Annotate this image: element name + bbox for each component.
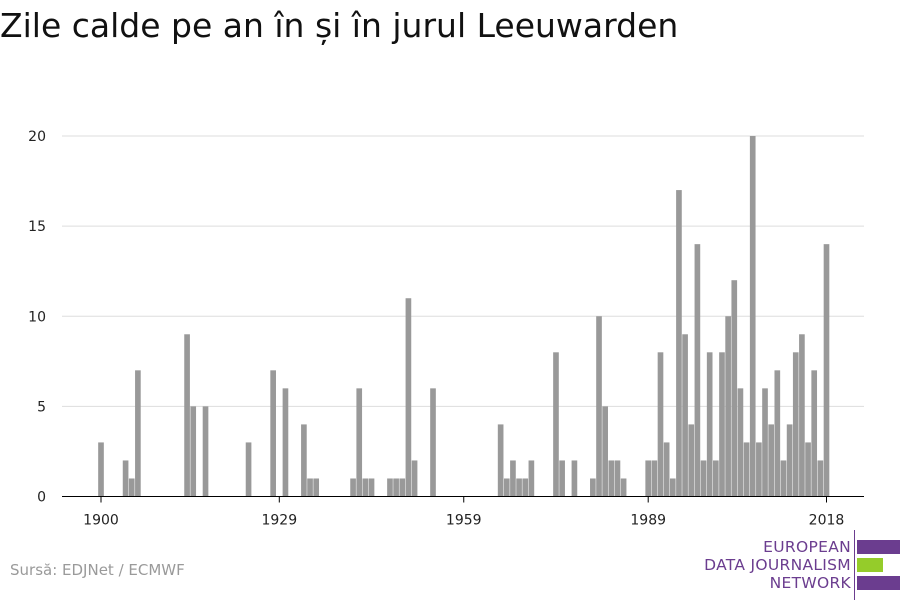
logo-bar-middle	[857, 558, 883, 572]
grid-lines	[62, 135, 864, 407]
bar-1968	[516, 478, 522, 497]
x-axis-ticks: 1900 1929 1959 1989 2018	[83, 496, 845, 529]
logo-line-2: DATA JOURNALISM	[704, 556, 851, 574]
bar-1915	[190, 406, 197, 497]
bar-2000	[713, 460, 719, 497]
bar-1954	[430, 388, 436, 497]
bar-1975	[559, 460, 565, 497]
bar-1900	[98, 442, 104, 497]
chart-title: Zile calde pe an în și în jurul Leeuward…	[0, 6, 679, 45]
bar-1951	[411, 460, 418, 497]
x-tick-label-1900: 1900	[83, 513, 119, 529]
y-tick-label-5: 5	[37, 399, 46, 415]
logo-bar-bottom	[857, 576, 900, 590]
bar-1933	[301, 424, 307, 497]
bar-1950	[405, 298, 412, 497]
bar-1935	[313, 478, 320, 497]
bar-1966	[503, 478, 510, 497]
bar-1969	[522, 478, 529, 497]
bar-1997	[694, 244, 701, 497]
source-note: Sursă: EDJNet / ECMWF	[10, 561, 185, 579]
bar-1991	[657, 352, 664, 497]
bar-1984	[614, 460, 621, 497]
bar-1985	[620, 478, 627, 497]
bars	[98, 136, 830, 497]
bar-1949	[399, 478, 406, 497]
bar-2006	[749, 136, 756, 497]
bar-1928	[270, 370, 276, 497]
bar-1941	[350, 478, 356, 497]
bar-1977	[571, 460, 578, 497]
bar-1983	[608, 460, 615, 497]
bar-1999	[706, 352, 713, 497]
bar-1980	[590, 478, 596, 497]
bar-2015	[805, 442, 811, 497]
logo-line-3: NETWORK	[769, 574, 851, 592]
bar-2011	[780, 460, 787, 497]
bar-2008	[762, 388, 768, 497]
bar-1974	[553, 352, 559, 497]
bar-1996	[688, 424, 695, 497]
bar-1930	[282, 388, 289, 497]
y-tick-label-20: 20	[28, 129, 46, 145]
bar-1943	[362, 478, 369, 497]
bar-2010	[774, 370, 781, 497]
bar-1942	[356, 388, 363, 497]
bar-1906	[135, 370, 141, 497]
x-tick-label-1959: 1959	[446, 513, 482, 529]
y-axis-ticks: 0 5 10 15 20	[28, 129, 46, 506]
bar-1914	[184, 334, 190, 497]
bar-1998	[700, 460, 707, 497]
bar-2004	[737, 388, 744, 497]
bar-1965	[497, 424, 504, 497]
bar-2007	[756, 442, 762, 497]
bar-1982	[602, 406, 608, 497]
logo-divider	[854, 530, 855, 600]
bar-2017	[817, 460, 824, 497]
bar-1934	[307, 478, 313, 497]
bar-1924	[245, 442, 252, 497]
bar-1993	[669, 478, 676, 497]
x-tick-label-1989: 1989	[630, 513, 666, 529]
bar-1917	[202, 406, 209, 497]
bar-2003	[731, 280, 738, 497]
y-tick-label-15: 15	[28, 219, 46, 235]
bar-1967	[510, 460, 516, 497]
edjnet-logo: EUROPEAN DATA JOURNALISM NETWORK	[700, 530, 900, 600]
bar-2014	[799, 334, 805, 497]
bar-2013	[792, 352, 799, 497]
bar-2002	[725, 316, 731, 497]
logo-bar-top	[857, 540, 900, 554]
bar-2018	[823, 244, 830, 497]
bar-2001	[719, 352, 725, 497]
bar-1989	[645, 460, 652, 497]
y-tick-label-10: 10	[28, 309, 46, 325]
x-tick-label-2018: 2018	[809, 513, 845, 529]
bar-2012	[786, 424, 793, 497]
y-tick-label-0: 0	[37, 490, 46, 506]
bar-2016	[811, 370, 818, 497]
bar-1947	[387, 478, 393, 497]
bar-1992	[663, 442, 670, 497]
bar-1981	[596, 316, 602, 497]
bar-1948	[393, 478, 399, 497]
bar-1944	[368, 478, 375, 497]
bar-1994	[676, 190, 682, 497]
bar-2009	[768, 424, 774, 497]
logo-line-1: EUROPEAN	[763, 538, 851, 556]
x-tick-label-1929: 1929	[261, 513, 297, 529]
bar-1904	[122, 460, 129, 497]
bar-1970	[528, 460, 535, 497]
bar-1905	[128, 478, 135, 497]
bar-2005	[743, 442, 750, 497]
bar-1995	[682, 334, 688, 497]
bar-1990	[651, 460, 658, 497]
